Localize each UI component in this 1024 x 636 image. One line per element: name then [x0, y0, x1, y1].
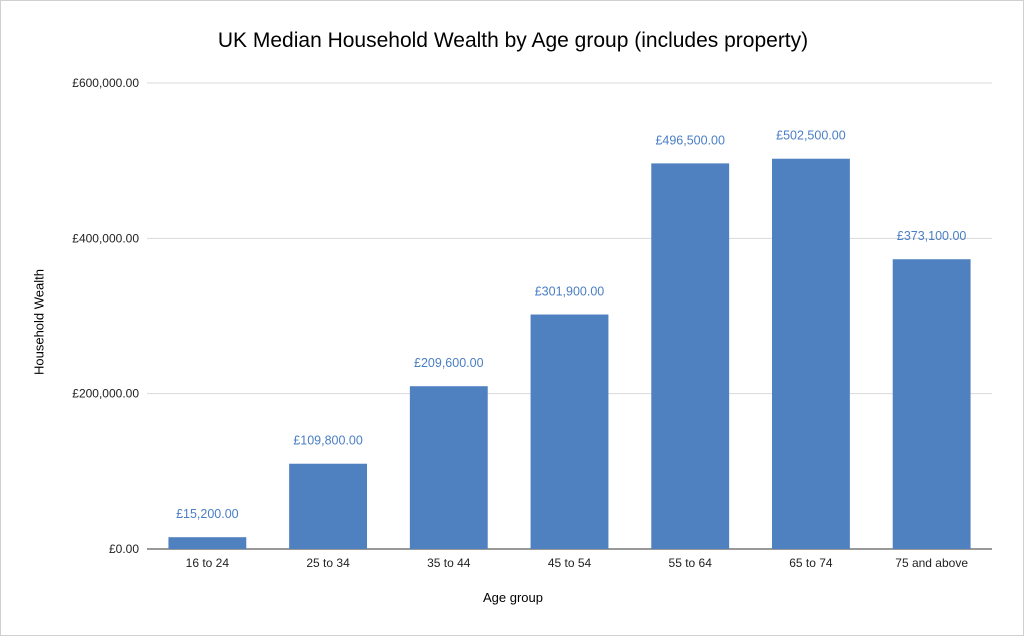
bar-data-label: £502,500.00	[776, 129, 846, 143]
bar	[651, 163, 730, 549]
bar	[530, 314, 609, 549]
labels: £0.00 £200,000.00 £400,000.00 £600,000.00 £1…	[72, 76, 968, 570]
bar-data-label: £109,800.00	[293, 434, 363, 448]
x-tick-label: 55 to 64	[669, 556, 713, 570]
bar	[289, 463, 368, 549]
bar-data-label: £373,100.00	[897, 229, 967, 243]
x-tick-label: 65 to 74	[789, 556, 833, 570]
bar	[168, 537, 247, 549]
y-tick-label: £0.00	[109, 542, 139, 556]
bar	[409, 386, 488, 549]
x-axis-title: Age group	[483, 590, 543, 605]
y-tick-label: £600,000.00	[72, 76, 139, 90]
x-tick-label: 35 to 44	[427, 556, 471, 570]
x-tick-label: 45 to 54	[548, 556, 592, 570]
bar-data-label: £301,900.00	[535, 285, 605, 299]
bars	[168, 158, 971, 549]
x-tick-label: 25 to 34	[306, 556, 350, 570]
bar	[771, 158, 850, 549]
chart-title: UK Median Household Wealth by Age group …	[217, 29, 809, 52]
bar-data-label: £496,500.00	[655, 133, 725, 147]
y-tick-label: £200,000.00	[72, 387, 139, 401]
x-tick-label: 16 to 24	[186, 556, 230, 570]
bar-data-label: £15,200.00	[176, 507, 239, 521]
bar-data-label: £209,600.00	[414, 356, 484, 370]
bar	[892, 259, 971, 549]
x-tick-label: 75 and above	[895, 556, 968, 570]
y-tick-label: £400,000.00	[72, 231, 139, 245]
